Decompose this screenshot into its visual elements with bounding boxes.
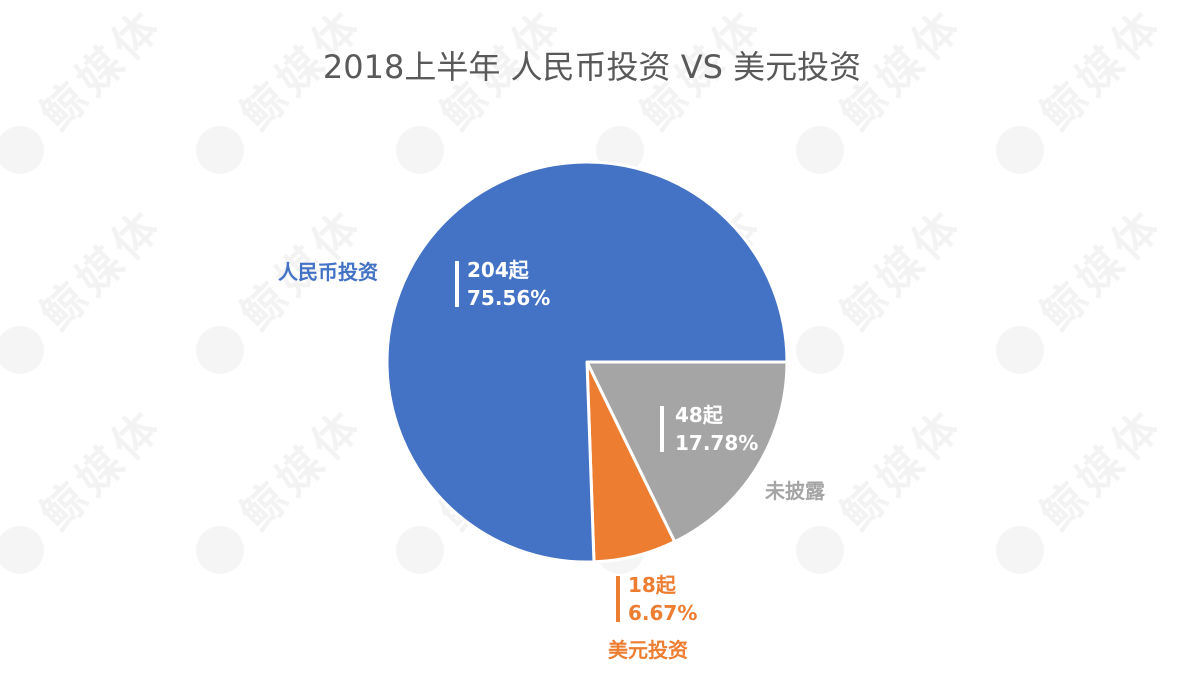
watermark-tile: 鲸媒体 <box>996 3 1169 174</box>
watermark-tile: 鲸媒体 <box>596 3 769 174</box>
percent-label-rmb: 75.56% <box>467 286 550 310</box>
watermark-logo-icon <box>396 126 444 174</box>
watermark-logo-icon <box>0 126 44 174</box>
count-label-rmb: 204起 <box>467 258 530 282</box>
percent-label-undisclosed: 17.78% <box>675 431 758 455</box>
label-group-undisclosed: 48起 17.78% 未披露 <box>660 403 826 503</box>
count-label-usd: 18起 <box>628 573 677 597</box>
watermark-logo-icon <box>996 126 1044 174</box>
label-bar-usd <box>616 576 620 622</box>
slice-name-rmb: 人民币投资 <box>278 260 378 284</box>
watermark-logo-icon <box>0 326 44 374</box>
watermark-tile: 鲸媒体 <box>996 203 1169 374</box>
slice-name-usd: 美元投资 <box>608 638 688 662</box>
count-label-undisclosed: 48起 <box>675 403 724 427</box>
watermark-logo-icon <box>396 526 444 574</box>
watermark-tile: 鲸媒体 <box>796 203 969 374</box>
watermark-logo-icon <box>196 326 244 374</box>
label-group-rmb: 204起 75.56% 人民币投资 <box>278 258 550 310</box>
watermark-logo-icon <box>196 126 244 174</box>
watermark-logo-icon <box>796 126 844 174</box>
slice-name-undisclosed: 未披露 <box>765 479 826 503</box>
watermark-tile: 鲸媒体 <box>796 3 969 174</box>
watermark-tile: 鲸媒体 <box>196 203 369 374</box>
watermark-tile: 鲸媒体 <box>996 403 1169 574</box>
pie-slice-rmb <box>385 160 789 564</box>
chart-title: 2018上半年 人民币投资 VS 美元投资 <box>323 48 861 86</box>
watermark-tile: 鲸媒体 <box>0 3 169 174</box>
watermark-tile: 鲸媒体 <box>0 403 169 574</box>
label-group-usd: 18起 6.67% 美元投资 <box>608 573 697 662</box>
watermark-tile: 鲸媒体 <box>196 3 369 174</box>
watermark-logo-icon <box>0 526 44 574</box>
watermark-tile: 鲸媒体 <box>196 403 369 574</box>
pie-slices <box>385 160 789 564</box>
pie-slice-undisclosed <box>585 360 789 544</box>
watermark-logo-icon <box>996 526 1044 574</box>
watermark-logo-icon <box>796 526 844 574</box>
label-bar-rmb <box>455 261 459 307</box>
watermark-tile: 鲸媒体 <box>0 203 169 374</box>
watermark-logo-icon <box>796 326 844 374</box>
label-bar-undisclosed <box>660 406 664 452</box>
watermark-logo-icon <box>996 326 1044 374</box>
watermark-tile: 鲸媒体 <box>396 3 569 174</box>
percent-label-usd: 6.67% <box>628 601 697 625</box>
watermark-logo-icon <box>196 526 244 574</box>
